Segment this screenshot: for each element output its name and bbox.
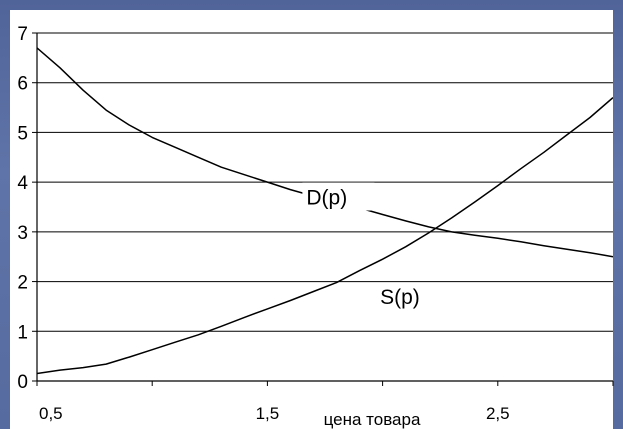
series-line-dp [37,47,613,258]
series-line-sp [37,97,613,375]
axes [32,32,614,386]
grid-lines [37,32,613,332]
x-tick-labels: 0,5 1,5 2,5 [39,404,510,423]
xtick-label-2,5: 2,5 [486,404,510,423]
plot-panel [10,10,613,429]
ytick-label-3: 3 [17,223,28,244]
ytick-label-0: 0 [17,372,28,393]
ytick-label-1: 1 [17,322,28,343]
xtick-label-1,5: 1,5 [256,404,280,423]
ytick-label-7: 7 [17,24,28,45]
ytick-label-2: 2 [17,273,28,294]
series-lines [37,47,613,375]
xtick-label-0,5: 0,5 [39,404,63,423]
series-label-dp: D(p) [306,187,347,210]
series-label-sp: S(p) [380,286,420,309]
x-axis-title: цена товара [324,410,421,429]
ytick-label-6: 6 [17,74,28,95]
series-labels: D(p) S(p) [302,182,420,309]
ytick-label-5: 5 [17,123,28,144]
ytick-label-4: 4 [17,173,28,194]
y-tick-labels: 0 1 2 3 4 5 6 7 [17,24,28,393]
label-mask [302,182,375,211]
